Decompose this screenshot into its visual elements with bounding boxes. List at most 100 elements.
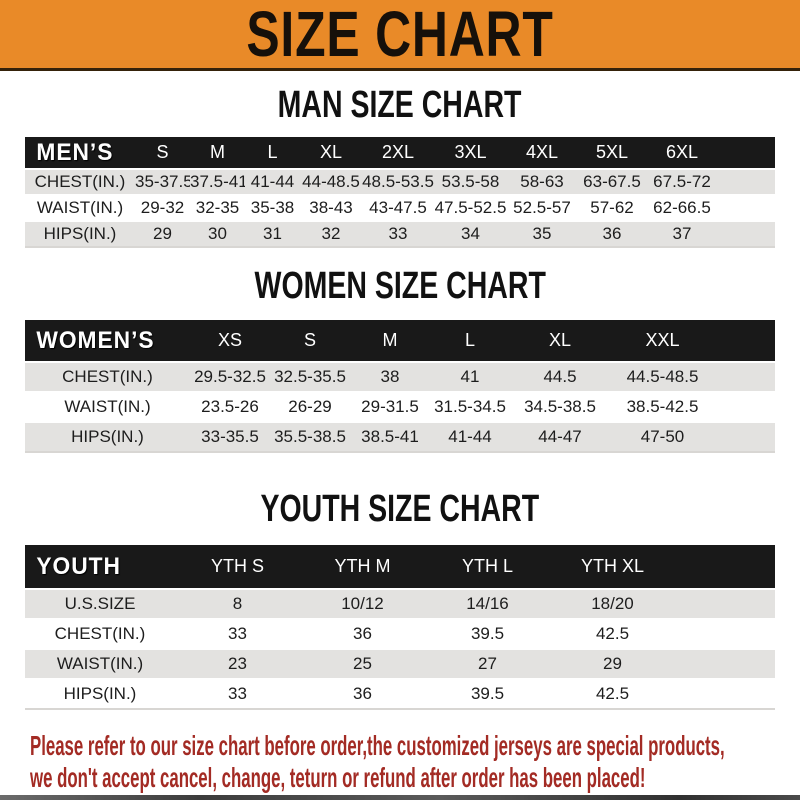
size-value-cell: 38.5-42.5 xyxy=(610,391,715,422)
size-value-cell: 37.5-41 xyxy=(190,168,245,195)
row-label-cell: U.S.SIZE xyxy=(25,588,175,619)
size-value-cell: 33 xyxy=(362,220,434,247)
size-value-cell: 23 xyxy=(175,648,300,679)
section-youth: YOUTH SIZE CHART YOUTH YTH S YTH M YTH L YTH… xyxy=(0,489,800,710)
ghost-cell xyxy=(717,194,775,221)
row-label-cell: CHEST(IN.) xyxy=(25,361,190,392)
size-value-cell: 36 xyxy=(300,678,425,709)
size-value-cell: 23.5-26 xyxy=(190,391,270,422)
size-value-cell: 32 xyxy=(300,220,362,247)
column-header-cell: M xyxy=(350,320,430,362)
size-value-cell: 31 xyxy=(245,220,300,247)
ghost-cell xyxy=(675,648,775,679)
column-header-cell: YTH XL xyxy=(550,545,675,589)
column-header-cell: S xyxy=(270,320,350,362)
section-man: MAN SIZE CHART MEN’S S M L XL 2XL 3XL 4XL 5XL 6XL… xyxy=(0,85,800,248)
youth-size-chart-heading: YOUTH SIZE CHART xyxy=(0,489,800,529)
size-value-cell: 38-43 xyxy=(300,194,362,221)
table-header-label: MEN’S xyxy=(36,138,114,166)
size-value-cell: 67.5-72 xyxy=(647,168,717,195)
ghost-cell xyxy=(715,361,775,392)
size-value-cell: 35 xyxy=(507,220,577,247)
ghost-header-cell xyxy=(715,320,775,362)
ghost-cell xyxy=(675,678,775,709)
mens-size-table: MEN’S S M L XL 2XL 3XL 4XL 5XL 6XL CHEST(IN.) 35-37… xyxy=(25,137,775,248)
man-size-chart-heading: MAN SIZE CHART xyxy=(0,85,800,125)
section-women: WOMEN SIZE CHART WOMEN’S XS S M L XL XXL CHEST(… xyxy=(0,266,800,453)
ghost-header-cell xyxy=(675,545,775,589)
column-header-cell: S xyxy=(135,137,190,169)
table-row: U.S.SIZE 8 10/12 14/16 18/20 xyxy=(25,588,775,619)
column-header-cell: M xyxy=(190,137,245,169)
column-header-cell: XS xyxy=(190,320,270,362)
size-value-cell: 52.5-57 xyxy=(507,194,577,221)
size-value-cell: 62-66.5 xyxy=(647,194,717,221)
size-value-cell: 57-62 xyxy=(577,194,647,221)
table-row: CHEST(IN.) 33 36 39.5 42.5 xyxy=(25,618,775,649)
table-row: HIPS(IN.) 29 30 31 32 33 34 35 36 37 xyxy=(25,220,775,247)
table-header-label-cell: YOUTH xyxy=(25,545,175,589)
footer-disclaimer: Please refer to our size chart before or… xyxy=(30,730,800,794)
disclaimer-line-2: we don't accept cancel, change, teturn o… xyxy=(30,762,646,793)
youth-size-table: YOUTH YTH S YTH M YTH L YTH XL U.S.SIZE 8 10/12… xyxy=(25,545,775,710)
column-header-cell: 3XL xyxy=(434,137,507,169)
ghost-cell xyxy=(717,168,775,195)
size-value-cell: 47-50 xyxy=(610,421,715,452)
size-value-cell: 43-47.5 xyxy=(362,194,434,221)
size-value-cell: 14/16 xyxy=(425,588,550,619)
ghost-header-cell xyxy=(717,137,775,169)
table-header-label: YOUTH xyxy=(36,552,121,580)
size-value-cell: 39.5 xyxy=(425,618,550,649)
size-value-cell: 47.5-52.5 xyxy=(434,194,507,221)
ghost-cell xyxy=(715,391,775,422)
size-value-cell: 58-63 xyxy=(507,168,577,195)
size-value-cell: 10/12 xyxy=(300,588,425,619)
size-value-cell: 44.5-48.5 xyxy=(610,361,715,392)
size-value-cell: 53.5-58 xyxy=(434,168,507,195)
size-value-cell: 36 xyxy=(577,220,647,247)
table-row: HIPS(IN.) 33 36 39.5 42.5 xyxy=(25,678,775,709)
size-value-cell: 39.5 xyxy=(425,678,550,709)
table-header-label: WOMEN’S xyxy=(36,326,155,354)
size-value-cell: 44-48.5 xyxy=(300,168,362,195)
disclaimer-line-1: Please refer to our size chart before or… xyxy=(30,730,725,761)
size-value-cell: 8 xyxy=(175,588,300,619)
size-value-cell: 36 xyxy=(300,618,425,649)
size-value-cell: 32-35 xyxy=(190,194,245,221)
column-header-cell: 4XL xyxy=(507,137,577,169)
table-header-label-cell: WOMEN’S xyxy=(25,320,190,362)
row-label-cell: WAIST(IN.) xyxy=(25,391,190,422)
table-row: CHEST(IN.) 29.5-32.5 32.5-35.5 38 41 44.5 44.5… xyxy=(25,361,775,392)
row-label-cell: WAIST(IN.) xyxy=(25,194,135,221)
row-label-cell: HIPS(IN.) xyxy=(25,421,190,452)
size-value-cell: 29-31.5 xyxy=(350,391,430,422)
row-label-cell: CHEST(IN.) xyxy=(25,618,175,649)
column-header-cell: 2XL xyxy=(362,137,434,169)
size-value-cell: 37 xyxy=(647,220,717,247)
bottom-edge-strip xyxy=(0,795,800,800)
size-value-cell: 31.5-34.5 xyxy=(430,391,510,422)
banner-title: SIZE CHART xyxy=(246,0,554,70)
size-value-cell: 26-29 xyxy=(270,391,350,422)
ghost-cell xyxy=(717,220,775,247)
size-value-cell: 44.5 xyxy=(510,361,610,392)
size-value-cell: 33 xyxy=(175,678,300,709)
size-value-cell: 38 xyxy=(350,361,430,392)
row-label-cell: CHEST(IN.) xyxy=(25,168,135,195)
row-label-cell: HIPS(IN.) xyxy=(25,678,175,709)
women-size-chart-heading-text: WOMEN SIZE CHART xyxy=(254,265,546,307)
column-header-cell: XL xyxy=(300,137,362,169)
row-label-cell: HIPS(IN.) xyxy=(25,220,135,247)
ghost-cell xyxy=(675,588,775,619)
size-value-cell: 29 xyxy=(550,648,675,679)
womens-size-table: WOMEN’S XS S M L XL XXL CHEST(IN.) 29.5-32.5 32.5… xyxy=(25,320,775,453)
table-row: WAIST(IN.) 29-32 32-35 35-38 38-43 43-47.5 47.… xyxy=(25,194,775,221)
size-value-cell: 44-47 xyxy=(510,421,610,452)
size-value-cell: 29.5-32.5 xyxy=(190,361,270,392)
size-value-cell: 29-32 xyxy=(135,194,190,221)
size-value-cell: 41-44 xyxy=(245,168,300,195)
column-header-cell: L xyxy=(430,320,510,362)
column-header-cell: YTH S xyxy=(175,545,300,589)
size-value-cell: 33 xyxy=(175,618,300,649)
